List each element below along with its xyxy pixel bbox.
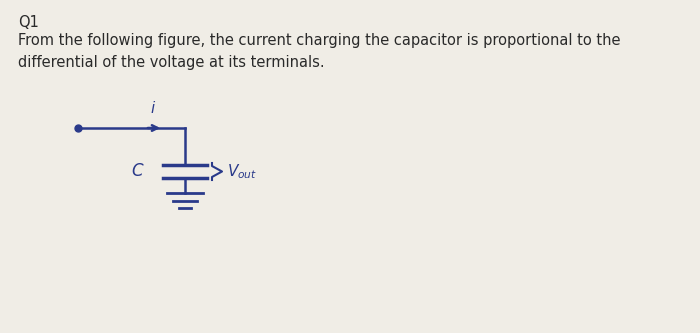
- Text: $V_{out}$: $V_{out}$: [227, 162, 257, 181]
- Text: $i$: $i$: [150, 100, 156, 116]
- Text: From the following figure, the current charging the capacitor is proportional to: From the following figure, the current c…: [18, 33, 620, 70]
- Text: Q1: Q1: [18, 15, 39, 30]
- Text: $C$: $C$: [131, 163, 144, 180]
